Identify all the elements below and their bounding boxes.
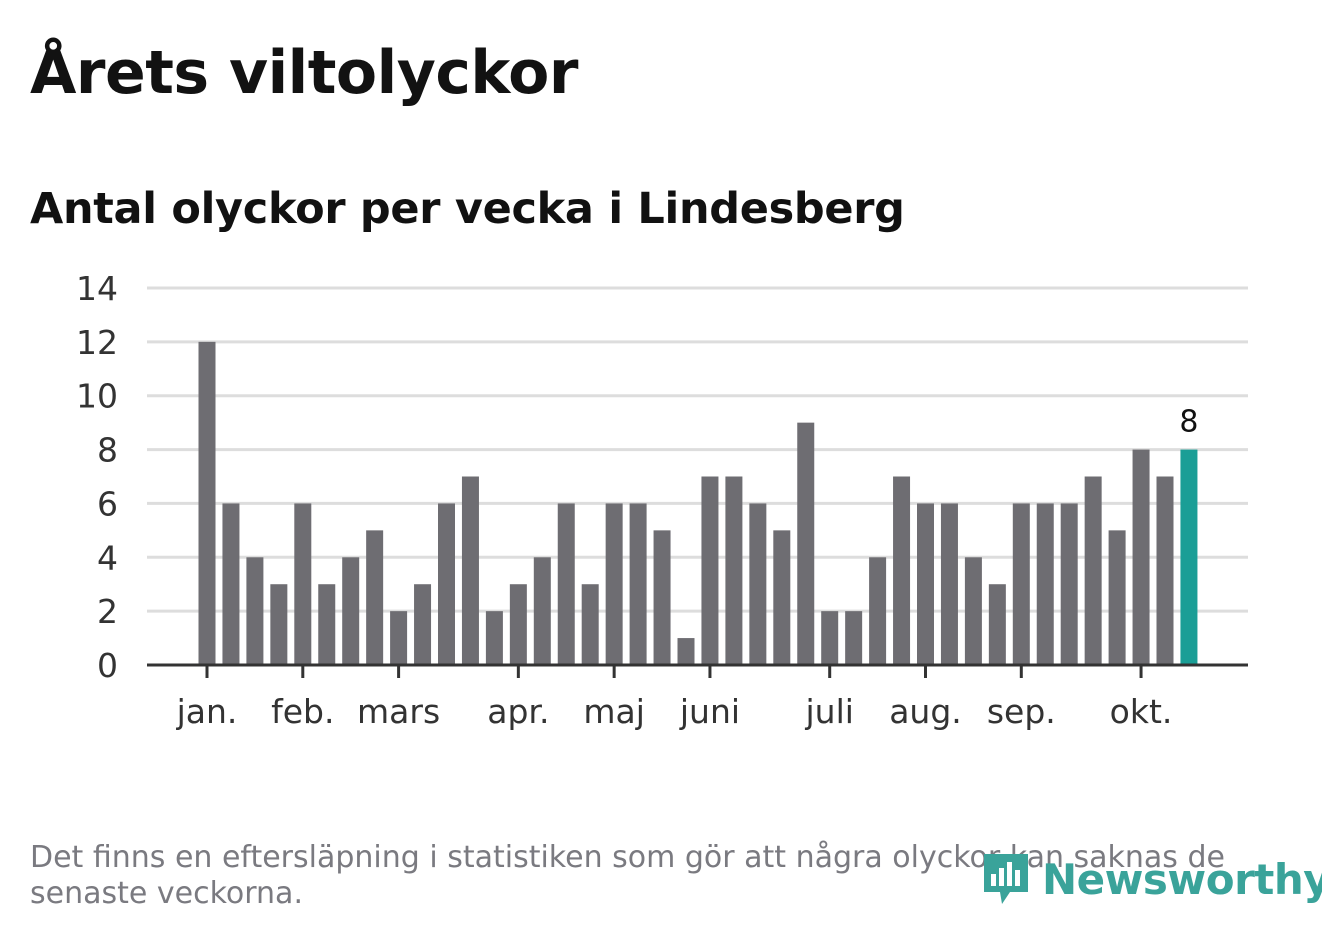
- bar-week-26: [797, 422, 815, 665]
- x-tick-label-jan.: jan.: [176, 692, 238, 731]
- bar-week-28: [845, 611, 863, 665]
- bar-week-27: [821, 611, 839, 665]
- bar-week-10: [414, 584, 432, 665]
- bar-week-6: [318, 584, 336, 665]
- y-tick-label-2: 2: [97, 592, 118, 631]
- bar-week-8: [366, 530, 384, 665]
- bar-week-23: [725, 476, 743, 665]
- y-tick-label-4: 4: [97, 538, 118, 577]
- y-axis-ticks: 0 2 4 6 8 10 12 14: [76, 269, 118, 685]
- bar-week-5: [294, 503, 312, 665]
- y-tick-label-6: 6: [97, 484, 118, 523]
- newsworthy-chart-icon: [984, 854, 1028, 904]
- bar-week-22: [701, 476, 719, 665]
- bar-week-12: [461, 476, 479, 665]
- x-tick-label-aug.: aug.: [889, 692, 962, 731]
- bar-week-15: [533, 557, 551, 665]
- bar-week-7: [342, 557, 360, 665]
- bar-week-1: [198, 341, 216, 665]
- bar-week-42: [1180, 449, 1198, 665]
- y-tick-label-14: 14: [76, 269, 118, 308]
- bar-week-32: [940, 503, 958, 665]
- x-tick-label-juni: juni: [679, 692, 740, 731]
- x-axis: jan. feb. mars apr. maj juni juli aug. sep. okt.: [147, 663, 1248, 731]
- x-tick-label-mars: mars: [357, 692, 440, 731]
- bar-week-9: [390, 611, 408, 665]
- bar-week-29: [869, 557, 887, 665]
- bar-week-31: [917, 503, 934, 665]
- bar-week-18: [605, 503, 623, 665]
- bar-week-37: [1060, 503, 1078, 665]
- bar-week-3: [246, 557, 264, 665]
- bar-week-13: [485, 611, 503, 665]
- bar-week-35: [1012, 503, 1030, 665]
- bar-week-19: [629, 503, 647, 665]
- bar-week-4: [270, 584, 288, 665]
- bar-week-39: [1108, 530, 1126, 665]
- bar-week-14: [509, 584, 527, 665]
- bar-week-21: [677, 638, 695, 665]
- bar-week-20: [653, 530, 671, 665]
- bar-week-24: [749, 503, 767, 665]
- bar-week-36: [1036, 503, 1054, 665]
- data-labels: 8: [1179, 405, 1198, 440]
- x-tick-label-sep.: sep.: [987, 692, 1056, 731]
- bar-week-2: [222, 503, 240, 665]
- bar-week-17: [581, 584, 599, 665]
- x-tick-label-juli: juli: [804, 692, 853, 731]
- newsworthy-logo[interactable]: Newsworthy: [980, 848, 1322, 910]
- bar-week-34: [988, 584, 1006, 665]
- bar-week-11: [438, 503, 455, 665]
- logo-text: Newsworthy: [1042, 854, 1322, 904]
- x-tick-label-apr.: apr.: [487, 692, 549, 731]
- chart-title: Årets viltolyckor: [30, 38, 579, 108]
- x-tick-label-okt.: okt.: [1110, 692, 1173, 731]
- x-tick-label-maj: maj: [583, 692, 645, 731]
- y-tick-label-12: 12: [76, 323, 118, 362]
- x-tick-label-feb.: feb.: [271, 692, 334, 731]
- bar-week-25: [773, 530, 791, 665]
- bar-week-30: [893, 476, 911, 665]
- bars: [198, 341, 1198, 665]
- highlight-value-label: 8: [1179, 405, 1198, 440]
- grid-lines: [147, 286, 1248, 613]
- y-tick-label-8: 8: [97, 431, 118, 470]
- y-tick-label-10: 10: [76, 377, 118, 416]
- bar-week-38: [1084, 476, 1102, 665]
- bar-week-33: [964, 557, 982, 665]
- y-tick-label-0: 0: [97, 646, 118, 685]
- bar-week-16: [557, 503, 575, 665]
- bar-week-41: [1156, 476, 1174, 665]
- chart-subtitle: Antal olyckor per vecka i Lindesberg: [30, 184, 905, 234]
- bar-chart: 0 2 4 6 8 10 12 14 jan. feb. mars apr. maj juni juli a…: [76, 269, 1248, 731]
- bar-week-40: [1132, 449, 1150, 665]
